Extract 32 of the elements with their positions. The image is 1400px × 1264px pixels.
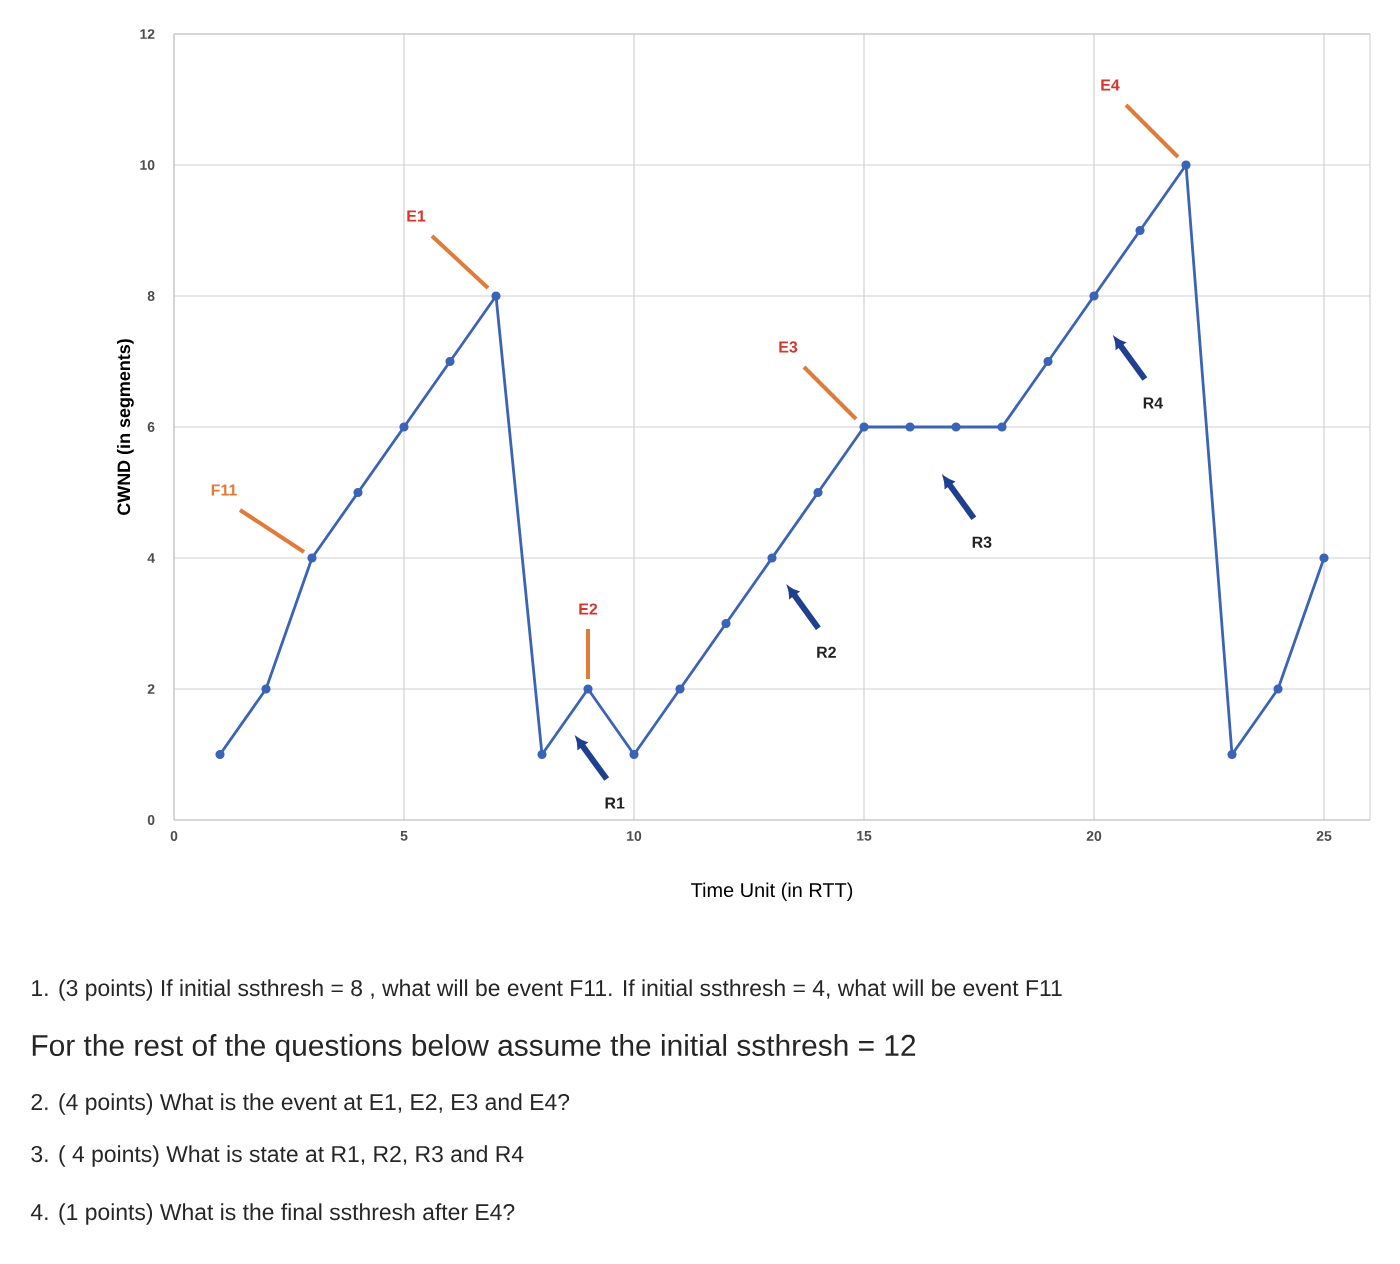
point <box>1227 749 1237 760</box>
text: 3. ( 4 points) What is state at R1, R2, R3 and R4 <box>31 1145 524 1167</box>
text: For the rest of the questions below assume the initial ssthresh = 12 <box>32 1034 916 1062</box>
x-axis-title: Time Unit (in RTT) <box>691 882 853 902</box>
text: 2. (4 points) What is the event at E1, E2, E3 and E4? <box>31 1093 570 1115</box>
point <box>1273 684 1283 694</box>
point <box>767 553 777 563</box>
point <box>1135 225 1145 236</box>
point <box>1319 553 1329 563</box>
point <box>629 749 639 760</box>
point <box>399 422 409 432</box>
text: 4. (1 points) What is the final ssthresh after E4? <box>30 1203 515 1225</box>
point <box>1181 160 1191 170</box>
point <box>859 422 869 432</box>
point <box>1089 291 1099 301</box>
point <box>997 422 1007 432</box>
point <box>491 291 501 301</box>
point <box>905 422 915 432</box>
point <box>353 487 363 498</box>
point <box>307 553 317 563</box>
point <box>537 749 547 760</box>
point <box>675 684 685 694</box>
point <box>1043 356 1053 367</box>
point <box>951 422 961 432</box>
point <box>721 618 731 629</box>
point <box>583 684 593 694</box>
point <box>215 749 225 760</box>
y-axis-title: CWND (in segments) <box>116 339 134 515</box>
point <box>813 487 823 498</box>
text: 1. (3 points) If initial ssthresh = 8 , what will be event F11. If initial ssthresh = 4, what will be event F11 <box>32 979 1062 1001</box>
point <box>445 356 455 367</box>
point <box>261 684 271 694</box>
